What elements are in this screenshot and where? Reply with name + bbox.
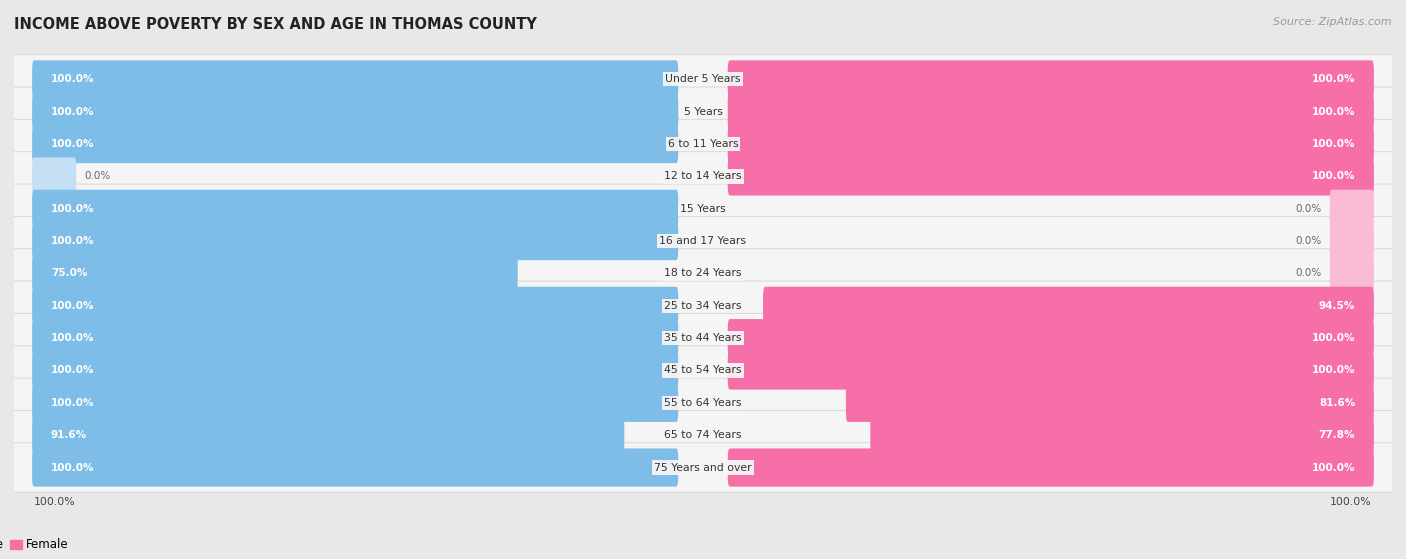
FancyBboxPatch shape: [11, 378, 1395, 428]
Text: 100.0%: 100.0%: [1312, 107, 1355, 117]
Text: 100.0%: 100.0%: [1330, 498, 1372, 507]
FancyBboxPatch shape: [763, 287, 1374, 325]
FancyBboxPatch shape: [728, 448, 1374, 486]
FancyBboxPatch shape: [11, 184, 1395, 234]
Text: 12 to 14 Years: 12 to 14 Years: [664, 172, 742, 182]
FancyBboxPatch shape: [32, 416, 624, 454]
FancyBboxPatch shape: [11, 55, 1395, 104]
FancyBboxPatch shape: [11, 281, 1395, 330]
Text: 94.5%: 94.5%: [1319, 301, 1355, 311]
FancyBboxPatch shape: [1330, 222, 1374, 260]
Text: 16 and 17 Years: 16 and 17 Years: [659, 236, 747, 246]
Text: 0.0%: 0.0%: [1295, 236, 1322, 246]
Text: 25 to 34 Years: 25 to 34 Years: [664, 301, 742, 311]
FancyBboxPatch shape: [846, 384, 1374, 422]
FancyBboxPatch shape: [11, 410, 1395, 460]
FancyBboxPatch shape: [1330, 254, 1374, 292]
FancyBboxPatch shape: [728, 93, 1374, 131]
Text: 100.0%: 100.0%: [1312, 172, 1355, 182]
FancyBboxPatch shape: [728, 60, 1374, 98]
Text: 0.0%: 0.0%: [1295, 268, 1322, 278]
Text: 100.0%: 100.0%: [51, 107, 94, 117]
Text: 91.6%: 91.6%: [51, 430, 87, 440]
FancyBboxPatch shape: [32, 222, 678, 260]
Text: 15 Years: 15 Years: [681, 204, 725, 214]
Text: 100.0%: 100.0%: [1312, 462, 1355, 472]
Text: 100.0%: 100.0%: [51, 301, 94, 311]
FancyBboxPatch shape: [32, 448, 678, 486]
Text: 100.0%: 100.0%: [1312, 74, 1355, 84]
Text: 100.0%: 100.0%: [51, 333, 94, 343]
FancyBboxPatch shape: [11, 216, 1395, 266]
Text: Under 5 Years: Under 5 Years: [665, 74, 741, 84]
FancyBboxPatch shape: [728, 319, 1374, 357]
FancyBboxPatch shape: [32, 190, 678, 228]
FancyBboxPatch shape: [32, 125, 678, 163]
Text: 6 to 11 Years: 6 to 11 Years: [668, 139, 738, 149]
Text: 100.0%: 100.0%: [1312, 333, 1355, 343]
FancyBboxPatch shape: [11, 443, 1395, 492]
FancyBboxPatch shape: [32, 384, 678, 422]
Legend: Male, Female: Male, Female: [0, 534, 73, 556]
Text: 100.0%: 100.0%: [34, 498, 76, 507]
FancyBboxPatch shape: [32, 319, 678, 357]
Text: 75.0%: 75.0%: [51, 268, 87, 278]
Text: 35 to 44 Years: 35 to 44 Years: [664, 333, 742, 343]
Text: 65 to 74 Years: 65 to 74 Years: [664, 430, 742, 440]
FancyBboxPatch shape: [32, 60, 678, 98]
Text: 100.0%: 100.0%: [51, 204, 94, 214]
Text: 45 to 54 Years: 45 to 54 Years: [664, 366, 742, 376]
FancyBboxPatch shape: [728, 158, 1374, 196]
Text: 100.0%: 100.0%: [51, 366, 94, 376]
FancyBboxPatch shape: [728, 352, 1374, 390]
FancyBboxPatch shape: [11, 87, 1395, 136]
FancyBboxPatch shape: [11, 314, 1395, 363]
Text: 55 to 64 Years: 55 to 64 Years: [664, 398, 742, 408]
FancyBboxPatch shape: [11, 151, 1395, 201]
FancyBboxPatch shape: [728, 125, 1374, 163]
Text: 18 to 24 Years: 18 to 24 Years: [664, 268, 742, 278]
FancyBboxPatch shape: [32, 287, 678, 325]
FancyBboxPatch shape: [870, 416, 1374, 454]
Text: 100.0%: 100.0%: [51, 74, 94, 84]
Text: 100.0%: 100.0%: [1312, 139, 1355, 149]
FancyBboxPatch shape: [32, 158, 76, 196]
FancyBboxPatch shape: [32, 93, 678, 131]
Text: 100.0%: 100.0%: [51, 462, 94, 472]
Text: 81.6%: 81.6%: [1319, 398, 1355, 408]
Text: 77.8%: 77.8%: [1319, 430, 1355, 440]
FancyBboxPatch shape: [1330, 190, 1374, 228]
Text: 100.0%: 100.0%: [51, 236, 94, 246]
Text: 75 Years and over: 75 Years and over: [654, 462, 752, 472]
Text: 100.0%: 100.0%: [51, 398, 94, 408]
FancyBboxPatch shape: [32, 352, 678, 390]
FancyBboxPatch shape: [11, 249, 1395, 298]
FancyBboxPatch shape: [32, 254, 517, 292]
Text: 0.0%: 0.0%: [1295, 204, 1322, 214]
Text: INCOME ABOVE POVERTY BY SEX AND AGE IN THOMAS COUNTY: INCOME ABOVE POVERTY BY SEX AND AGE IN T…: [14, 17, 537, 32]
Text: 0.0%: 0.0%: [84, 172, 111, 182]
FancyBboxPatch shape: [11, 346, 1395, 395]
Text: Source: ZipAtlas.com: Source: ZipAtlas.com: [1274, 17, 1392, 27]
Text: 100.0%: 100.0%: [1312, 366, 1355, 376]
Text: 100.0%: 100.0%: [51, 139, 94, 149]
FancyBboxPatch shape: [11, 120, 1395, 169]
Text: 5 Years: 5 Years: [683, 107, 723, 117]
